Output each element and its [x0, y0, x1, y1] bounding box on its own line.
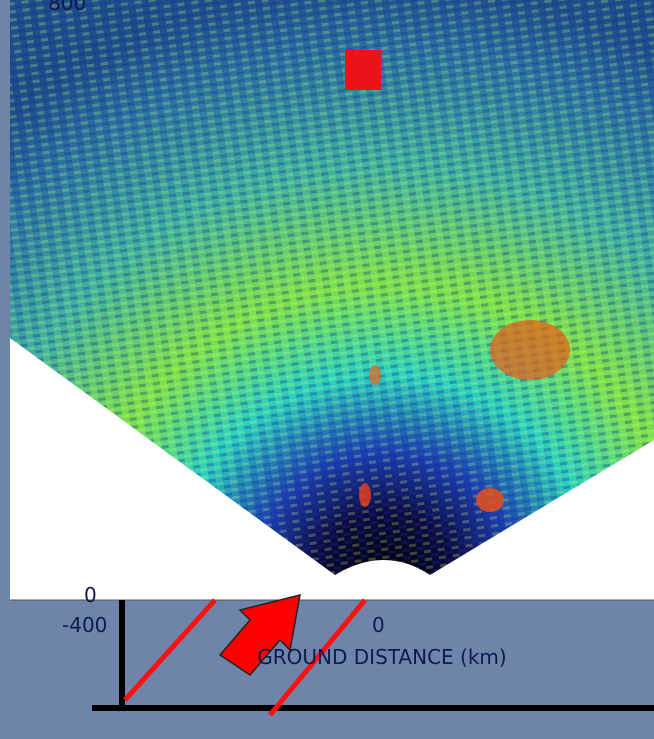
echo-blob — [369, 365, 381, 385]
highlight-cell — [345, 50, 381, 90]
y-tick-label: 800 — [48, 0, 86, 15]
x-tick-label: -400 — [62, 613, 107, 637]
echo-blob — [476, 488, 504, 512]
echo-blob — [359, 483, 371, 507]
y-tick-label: 0 — [84, 583, 97, 607]
figure: 800 0 -400 0 GROUND DISTANCE (km) — [0, 0, 654, 735]
x-tick-label: 0 — [372, 613, 385, 637]
x-axis-title: GROUND DISTANCE (km) — [257, 645, 506, 669]
red-line — [125, 600, 215, 700]
echo-blob — [490, 320, 570, 380]
page: 800 0 -400 0 GROUND DISTANCE (km) (() =>… — [0, 0, 654, 735]
